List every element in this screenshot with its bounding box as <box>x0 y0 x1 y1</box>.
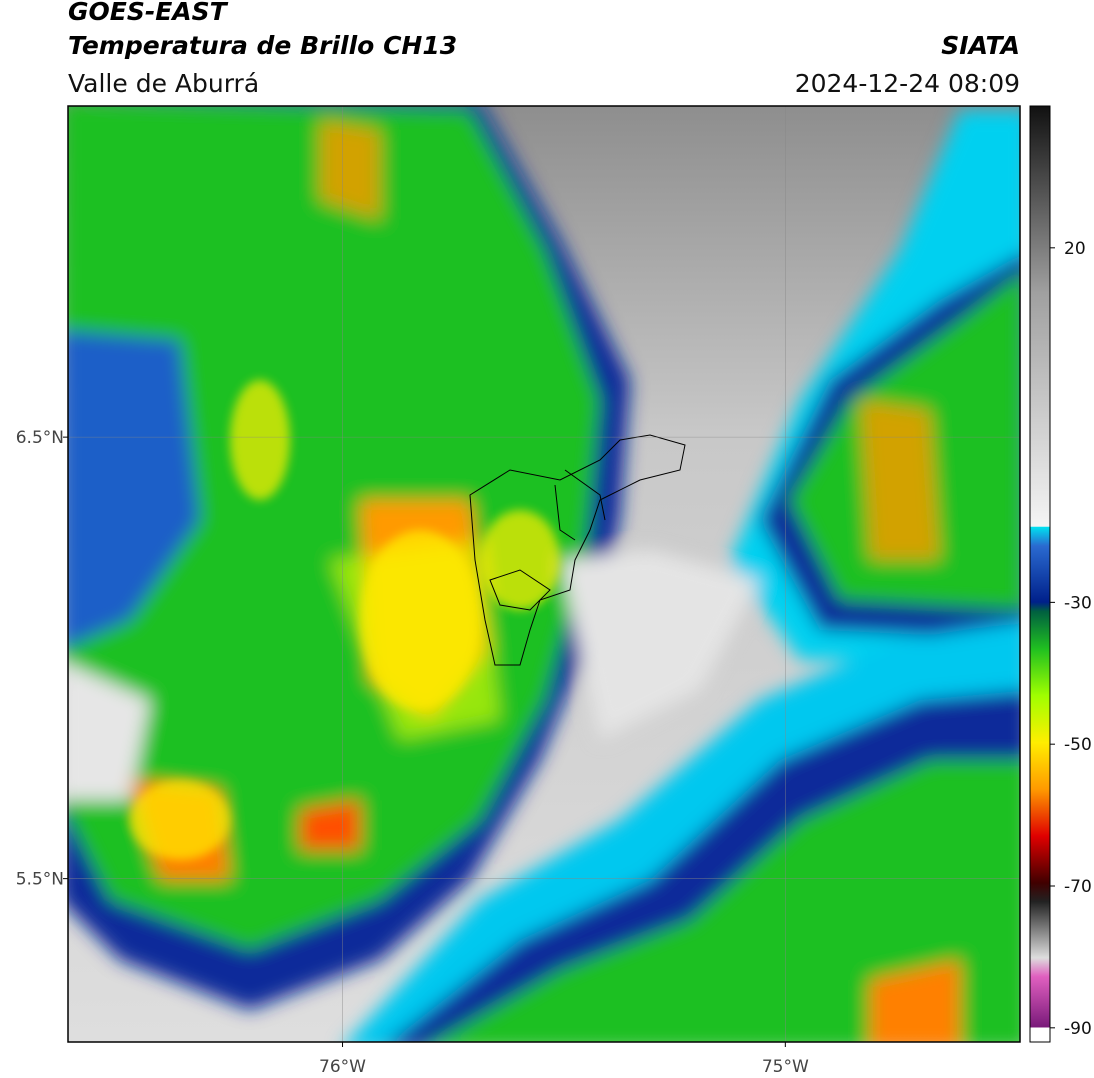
graticule <box>63 106 1020 1047</box>
colorbar-tick-label: -50 <box>1064 735 1092 755</box>
title: GOES-EAST <box>68 0 229 26</box>
timestamp: 2024-12-24 08:09 <box>795 69 1020 98</box>
colorbar-tick-label: -70 <box>1064 877 1092 897</box>
source: SIATA <box>941 31 1020 60</box>
y-tick-label: 6.5°N <box>16 428 64 448</box>
x-tick-label: 75°W <box>762 1057 809 1077</box>
colorbar-tick-label: -30 <box>1064 593 1092 613</box>
satellite-image <box>68 106 1020 1042</box>
colorbar-tick-label: 20 <box>1064 239 1086 259</box>
subtitle: Temperatura de Brillo CH13 <box>68 31 457 60</box>
y-tick-label: 5.5°N <box>16 870 64 890</box>
colorbar-tick-label: -90 <box>1064 1019 1092 1039</box>
map-frame <box>67 105 1021 1043</box>
region: Valle de Aburrá <box>68 69 259 98</box>
x-tick-label: 76°W <box>319 1057 366 1077</box>
colorbar <box>1029 105 1051 1043</box>
